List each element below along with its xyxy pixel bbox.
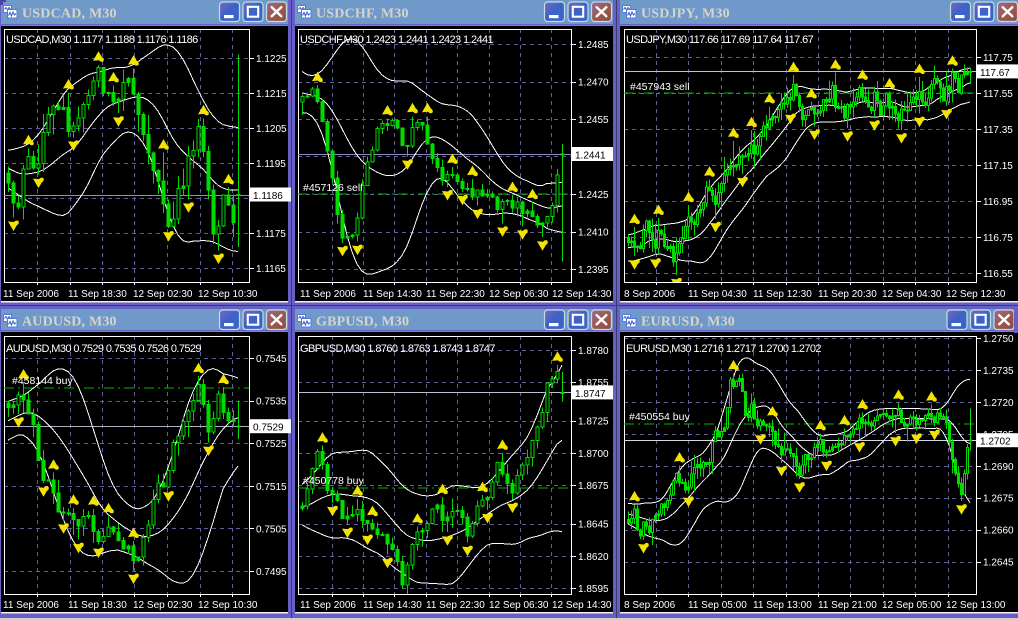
svg-text:1.8780: 1.8780 — [578, 346, 609, 357]
svg-text:1.2702: 1.2702 — [980, 437, 1011, 448]
svg-text:USDCHF, M30: USDCHF, M30 — [316, 7, 409, 22]
svg-text:1.8747: 1.8747 — [575, 389, 606, 400]
svg-text:USDCAD,M30 1.1177 1.1188 1.11: USDCAD,M30 1.1177 1.1188 1.1176 1.1186 — [6, 34, 198, 46]
svg-text:11 Sep 2006: 11 Sep 2006 — [300, 289, 356, 300]
svg-text:AUDUSD, M30: AUDUSD, M30 — [22, 315, 117, 330]
svg-text:11 Sep 13:00: 11 Sep 13:00 — [753, 600, 812, 611]
svg-text:8 Sep 2006: 8 Sep 2006 — [624, 289, 676, 300]
svg-text:11 Sep 18:30: 11 Sep 18:30 — [68, 600, 127, 611]
svg-text:12 Sep 02:30: 12 Sep 02:30 — [133, 289, 193, 300]
svg-text:EURUSD,M30 1.2716 1.2717 1.27: EURUSD,M30 1.2716 1.2717 1.2700 1.2702 — [626, 343, 821, 355]
svg-text:0.7505: 0.7505 — [256, 524, 287, 535]
svg-text:11 Sep 12:30: 11 Sep 12:30 — [753, 289, 812, 300]
svg-text:1.8645: 1.8645 — [578, 520, 609, 531]
svg-text:1.2395: 1.2395 — [578, 265, 609, 276]
svg-text:USDCAD, M30: USDCAD, M30 — [22, 7, 117, 22]
svg-text:1.2410: 1.2410 — [578, 228, 609, 239]
svg-text:12 Sep 02:30: 12 Sep 02:30 — [133, 600, 193, 611]
svg-text:1.1175: 1.1175 — [256, 229, 286, 240]
svg-text:11 Sep 05:00: 11 Sep 05:00 — [688, 600, 747, 611]
svg-text:11 Sep 2006: 11 Sep 2006 — [300, 600, 356, 611]
svg-text:12 Sep 04:30: 12 Sep 04:30 — [882, 289, 942, 300]
svg-text:1.8620: 1.8620 — [578, 552, 609, 563]
svg-text:1.8595: 1.8595 — [578, 584, 609, 595]
svg-text:#457126 sell: #457126 sell — [303, 182, 363, 194]
svg-text:1.1215: 1.1215 — [256, 89, 287, 100]
svg-text:AUDUSD,M30 0.7529 0.7535 0.75: AUDUSD,M30 0.7529 0.7535 0.7526 0.7529 — [6, 343, 201, 355]
svg-text:1.1205: 1.1205 — [256, 124, 287, 135]
svg-text:1.2750: 1.2750 — [983, 334, 1014, 345]
svg-text:12 Sep 13:00: 12 Sep 13:00 — [946, 600, 1006, 611]
svg-text:11 Sep 14:30: 11 Sep 14:30 — [363, 600, 422, 611]
svg-text:12 Sep 06:30: 12 Sep 06:30 — [489, 289, 549, 300]
svg-text:11 Sep 21:00: 11 Sep 21:00 — [818, 600, 877, 611]
svg-text:1.2470: 1.2470 — [578, 78, 609, 89]
svg-text:1.8725: 1.8725 — [578, 417, 609, 428]
svg-text:0.7529: 0.7529 — [253, 423, 284, 434]
svg-text:USDCHF,M30 1.2423 1.2441 1.24: USDCHF,M30 1.2423 1.2441 1.2423 1.2441 — [300, 34, 494, 46]
svg-text:12 Sep 05:00: 12 Sep 05:00 — [882, 600, 942, 611]
svg-text:11 Sep 2006: 11 Sep 2006 — [3, 600, 59, 611]
svg-text:12 Sep 10:30: 12 Sep 10:30 — [198, 600, 258, 611]
svg-text:1.1195: 1.1195 — [256, 159, 286, 170]
svg-text:EURUSD, M30: EURUSD, M30 — [641, 315, 735, 330]
svg-text:1.2660: 1.2660 — [983, 526, 1014, 537]
svg-text:12 Sep 10:30: 12 Sep 10:30 — [198, 289, 258, 300]
svg-text:11 Sep 14:30: 11 Sep 14:30 — [363, 289, 422, 300]
svg-text:GBPUSD,M30 1.8760 1.8763 1.87: GBPUSD,M30 1.8760 1.8763 1.8743 1.8747 — [300, 343, 495, 355]
svg-text:1.8675: 1.8675 — [578, 481, 609, 492]
svg-text:1.2485: 1.2485 — [578, 40, 609, 51]
svg-text:12 Sep 14:30: 12 Sep 14:30 — [552, 289, 612, 300]
svg-text:117.35: 117.35 — [983, 125, 1013, 136]
svg-text:116.95: 116.95 — [983, 197, 1013, 208]
svg-text:117.55: 117.55 — [983, 89, 1013, 100]
svg-text:0.7515: 0.7515 — [256, 482, 287, 493]
svg-text:GBPUSD, M30: GBPUSD, M30 — [316, 315, 409, 330]
svg-text:#450778 buy: #450778 buy — [303, 475, 364, 487]
svg-text:117.15: 117.15 — [983, 161, 1013, 172]
svg-text:11 Sep 20:30: 11 Sep 20:30 — [818, 289, 877, 300]
svg-text:1.1186: 1.1186 — [253, 191, 283, 202]
svg-text:8 Sep 2006: 8 Sep 2006 — [624, 600, 676, 611]
svg-text:1.2425: 1.2425 — [578, 190, 609, 201]
svg-text:1.2675: 1.2675 — [983, 494, 1014, 505]
svg-text:#457943 sell: #457943 sell — [630, 81, 690, 93]
svg-text:#458144 buy: #458144 buy — [12, 375, 73, 387]
svg-text:1.2441: 1.2441 — [575, 151, 606, 162]
svg-text:0.7535: 0.7535 — [256, 397, 287, 408]
svg-text:117.75: 117.75 — [983, 53, 1013, 64]
svg-text:11 Sep 22:30: 11 Sep 22:30 — [426, 289, 485, 300]
svg-text:12 Sep 06:30: 12 Sep 06:30 — [489, 600, 549, 611]
svg-text:0.7545: 0.7545 — [256, 354, 287, 365]
svg-text:#450554 buy: #450554 buy — [629, 411, 690, 423]
svg-text:USDJPY,M30 117.66 117.69 117.: USDJPY,M30 117.66 117.69 117.64 117.67 — [626, 34, 814, 46]
svg-text:0.7495: 0.7495 — [256, 567, 287, 578]
svg-text:11 Sep 22:30: 11 Sep 22:30 — [426, 600, 485, 611]
svg-text:1.8700: 1.8700 — [578, 449, 609, 460]
svg-text:116.75: 116.75 — [983, 233, 1013, 244]
svg-text:11 Sep 04:30: 11 Sep 04:30 — [688, 289, 747, 300]
svg-text:USDJPY, M30: USDJPY, M30 — [641, 7, 730, 22]
svg-text:1.1225: 1.1225 — [256, 54, 287, 65]
svg-text:116.55: 116.55 — [983, 269, 1013, 280]
svg-text:117.67: 117.67 — [980, 68, 1010, 79]
svg-text:11 Sep 2006: 11 Sep 2006 — [3, 289, 59, 300]
svg-text:12 Sep 14:30: 12 Sep 14:30 — [552, 600, 612, 611]
svg-text:1.2690: 1.2690 — [983, 462, 1014, 473]
svg-text:1.2455: 1.2455 — [578, 115, 609, 126]
svg-text:11 Sep 18:30: 11 Sep 18:30 — [68, 289, 127, 300]
svg-text:1.8755: 1.8755 — [578, 378, 609, 389]
svg-text:1.2645: 1.2645 — [983, 558, 1014, 569]
svg-text:0.7525: 0.7525 — [256, 439, 287, 450]
svg-text:1.2735: 1.2735 — [983, 366, 1014, 377]
svg-text:12 Sep 12:30: 12 Sep 12:30 — [946, 289, 1006, 300]
svg-text:1.2720: 1.2720 — [983, 398, 1014, 409]
svg-text:1.1165: 1.1165 — [256, 264, 286, 275]
